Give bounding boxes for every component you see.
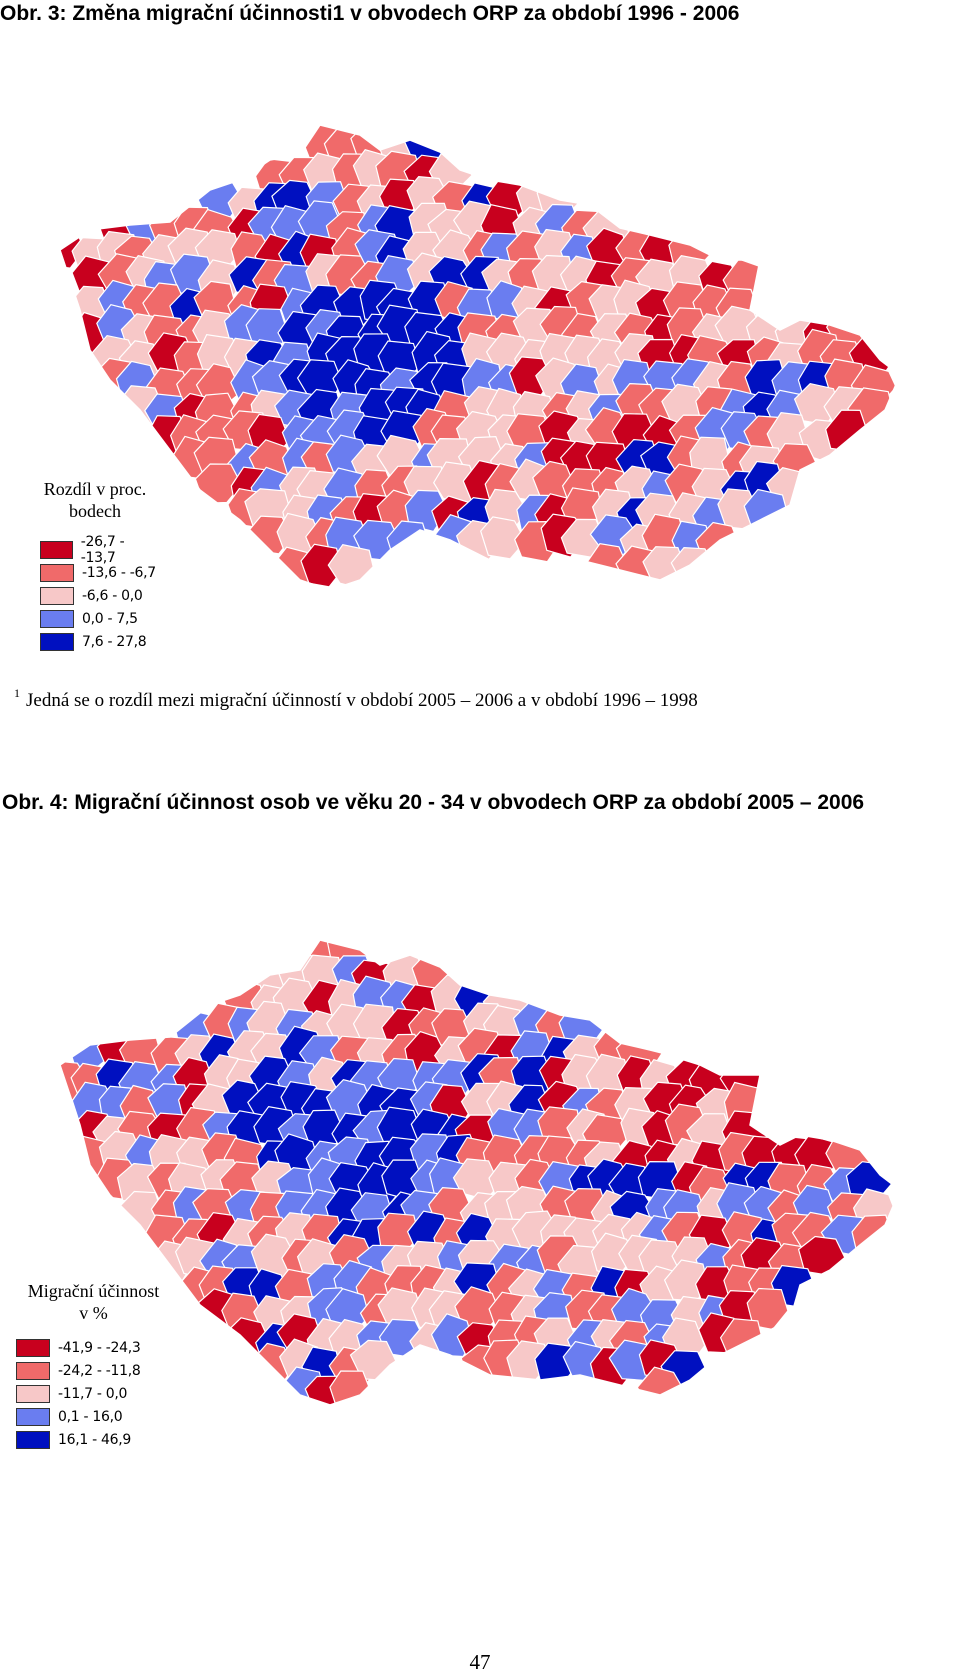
legend1-swatch xyxy=(40,586,74,605)
legend1-title-line1: Rozdíl v proc. xyxy=(43,479,147,499)
orp-district xyxy=(300,543,344,588)
legend2-swatch xyxy=(16,1384,50,1403)
figure1-caption: Obr. 3: Změna migrační účinnosti1 v obvo… xyxy=(0,2,740,25)
country-border xyxy=(59,939,901,1406)
country-border xyxy=(59,124,901,591)
legend1-row: -6,6 - 0,0 xyxy=(40,584,160,607)
legend2-title-line1: Migrační účinnost xyxy=(27,1281,160,1301)
legend2-label: -11,7 - 0,0 xyxy=(58,1385,128,1402)
legend-figure1: Rozdíl v proc. bodech -26,7 - -13,7 -13,… xyxy=(40,478,160,653)
legend1-swatch xyxy=(40,563,74,582)
legend1-title-line2: bodech xyxy=(69,501,121,521)
legend2-row: -41,9 - -24,3 xyxy=(16,1336,186,1359)
legend1-swatch xyxy=(40,632,74,651)
figure2-caption: Obr. 4: Migrační účinnost osob ve věku 2… xyxy=(2,791,865,814)
orp-district xyxy=(480,516,527,560)
legend2-row: -24,2 - -11,8 xyxy=(16,1359,186,1382)
orp-map-figure1 xyxy=(59,124,901,591)
legend1-row: -26,7 - -13,7 xyxy=(40,534,160,566)
footnote: 1 Jedná se o rozdíl mezi migrační účinnos… xyxy=(14,686,698,712)
footnote-text: Jedná se o rozdíl mezi migrační účinnost… xyxy=(26,690,698,711)
legend1-label: 0,0 - 7,5 xyxy=(82,610,138,627)
legend2-label: 16,1 - 46,9 xyxy=(58,1431,131,1448)
legend1-label: -13,6 - -6,7 xyxy=(82,564,156,581)
orp-map-figure2 xyxy=(59,939,901,1406)
legend2-row: 0,1 - 16,0 xyxy=(16,1405,186,1428)
legend2-title-line2: v % xyxy=(79,1303,108,1323)
map1-regions xyxy=(60,125,897,590)
legend1-row: 0,0 - 7,5 xyxy=(40,607,160,630)
legend1-label: -6,6 - 0,0 xyxy=(82,587,143,604)
legend1-row: -13,6 - -6,7 xyxy=(40,561,160,584)
legend1-swatch xyxy=(40,540,73,559)
map2-regions xyxy=(60,940,898,1405)
legend-figure2: Migrační účinnost v % -41,9 - -24,3 -24,… xyxy=(16,1280,186,1451)
footnote-marker: 1 xyxy=(14,686,20,700)
legend2-row: 16,1 - 46,9 xyxy=(16,1428,186,1451)
legend2-swatch xyxy=(16,1338,50,1357)
legend1-swatch xyxy=(40,609,74,628)
legend1-row: 7,6 - 27,8 xyxy=(40,630,160,653)
legend2-row: -11,7 - 0,0 xyxy=(16,1382,186,1405)
legend2-label: -41,9 - -24,3 xyxy=(58,1339,141,1356)
orp-district xyxy=(194,463,243,504)
legend2-label: 0,1 - 16,0 xyxy=(58,1408,123,1425)
legend1-label: 7,6 - 27,8 xyxy=(82,633,147,650)
legend2-swatch xyxy=(16,1407,50,1426)
legend2-label: -24,2 - -11,8 xyxy=(58,1362,141,1379)
page-number: 47 xyxy=(469,1650,491,1674)
legend2-swatch xyxy=(16,1430,50,1449)
legend1-label: -26,7 - -13,7 xyxy=(80,533,125,566)
legend2-swatch xyxy=(16,1361,50,1380)
